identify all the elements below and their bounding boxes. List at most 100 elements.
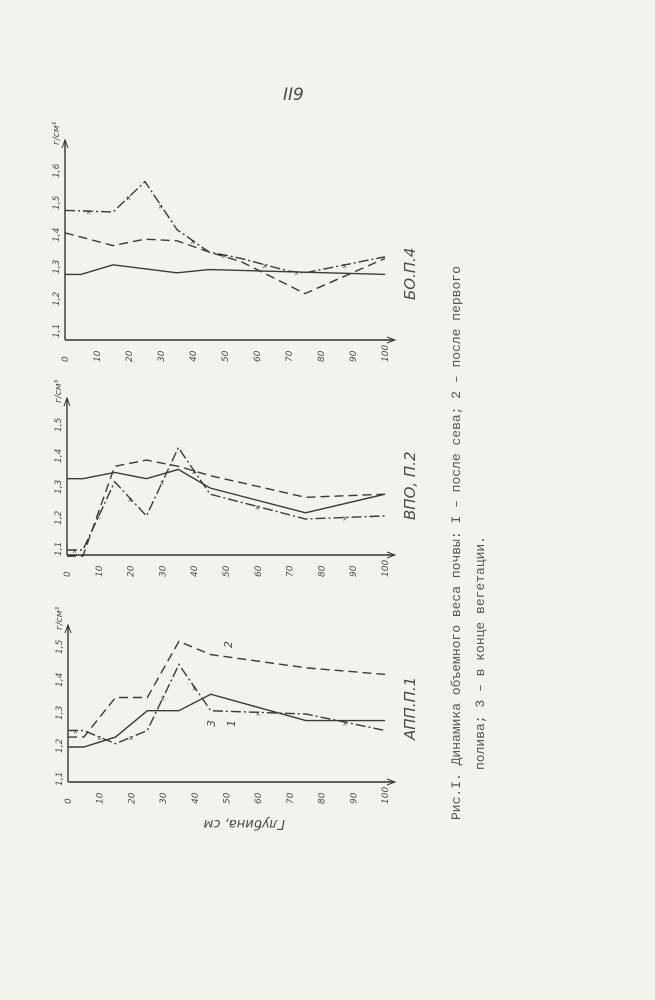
x-tick-label: 20 xyxy=(125,350,135,362)
x-tick-label: 70 xyxy=(286,565,296,577)
x-tick-label: 0 xyxy=(64,798,74,804)
x-marker: x xyxy=(129,734,133,742)
x-tick-label: 40 xyxy=(191,792,201,804)
x-tick-label: 10 xyxy=(93,350,103,362)
x-marker: x xyxy=(73,728,77,736)
y-tick-label: 1,5 xyxy=(54,417,64,432)
x-marker: x xyxy=(223,252,227,260)
x-marker: x xyxy=(295,269,299,277)
x-marker: x xyxy=(72,547,76,555)
x-marker: x xyxy=(255,504,259,512)
x-marker: x xyxy=(256,709,260,717)
x-marker: x xyxy=(343,262,347,270)
series-line-2 xyxy=(67,459,386,557)
y-tick-label: 1,4 xyxy=(54,448,64,463)
curve-label-2: 2 xyxy=(222,641,235,648)
x-marker: x xyxy=(343,719,347,727)
y-tick-label: 1,1 xyxy=(54,542,64,556)
y-tick-label: 1,3 xyxy=(55,705,65,720)
chart-title: ВПО, П.2 xyxy=(401,451,419,520)
x-tick-label: 50 xyxy=(222,565,232,577)
x-marker: x xyxy=(159,203,163,211)
x-marker: x xyxy=(97,734,101,742)
y-tick-label: 1,2 xyxy=(52,291,62,306)
x-tick-label: 0 xyxy=(63,571,73,577)
y-tick-label: 1,6 xyxy=(52,163,62,178)
caption-line-2: полива; 3 – в конце вегетации. xyxy=(473,536,488,770)
x-axis-arrow xyxy=(386,551,397,559)
chart-1: 0 10 20 30 40 50 60 70 80 90 100 1,1 1,2 1,3 1,4 1,5 1,6… xyxy=(52,122,419,362)
x-tick-label: 60 xyxy=(254,565,264,577)
y-tick-label: 1,5 xyxy=(52,195,62,210)
x-marker: x xyxy=(191,238,195,246)
x-tick-label: 30 xyxy=(159,792,169,804)
series-line-3 xyxy=(67,446,386,551)
chart-2: 0 10 20 30 40 50 60 70 80 90 100 1,1 1,2 1,3 1,4 1,5 г/с… xyxy=(54,380,419,577)
series-line-1 xyxy=(67,468,386,514)
x-marker: x xyxy=(192,468,196,476)
x-tick-label: 50 xyxy=(221,350,231,362)
x-tick-label: 60 xyxy=(254,792,264,804)
chart-title: БО.П.4 xyxy=(401,248,419,300)
page-number: II9 xyxy=(283,85,304,105)
chart-3: 0 10 20 30 40 50 60 70 80 90 100 1,1 1,2 1,3 1,4 1,5 г/с… xyxy=(55,607,419,804)
y-tick-label: 1,2 xyxy=(55,738,65,753)
x-tick-label: 40 xyxy=(189,350,199,362)
chart-title: АПП.П.1 xyxy=(401,677,419,741)
x-tick-label: 50 xyxy=(223,792,233,804)
series-line-1 xyxy=(65,264,386,276)
x-tick-label: 30 xyxy=(158,565,168,577)
y-tick-label: 1,2 xyxy=(54,510,64,525)
series-line-2 xyxy=(64,232,386,295)
x-tick-label: 30 xyxy=(157,350,167,362)
y-tick-label: 1,3 xyxy=(52,259,62,274)
caption-line-1: Рис.I. Динамика объемного веса почвы: I … xyxy=(449,266,464,820)
x-tick-label: 80 xyxy=(317,350,327,362)
x-tick-label: 70 xyxy=(286,792,296,804)
y-tick-label: 1,5 xyxy=(55,639,65,654)
x-tick-label: 10 xyxy=(95,565,105,577)
x-marker: x xyxy=(343,514,347,522)
y-axis-unit: г/см³ xyxy=(55,607,65,630)
series-line-3 xyxy=(64,180,386,274)
x-marker: x xyxy=(96,513,100,521)
x-axis-arrow xyxy=(386,336,397,344)
x-axis-label: Глубина, см xyxy=(203,816,285,831)
x-marker: x xyxy=(128,496,132,504)
x-tick-label: 20 xyxy=(127,792,137,804)
y-tick-label: 1,3 xyxy=(54,479,64,494)
x-tick-label: 90 xyxy=(349,792,359,804)
x-tick-label: 60 xyxy=(253,350,263,362)
y-axis-unit: г/см³ xyxy=(54,380,64,403)
y-tick-label: 1,4 xyxy=(55,672,65,687)
y-tick-label: 1,4 xyxy=(52,227,62,242)
x-tick-label: 0 xyxy=(61,356,71,362)
x-marker: x xyxy=(192,685,196,693)
x-tick-label: 80 xyxy=(317,565,327,577)
curve-label-1: 1 xyxy=(225,720,238,727)
x-tick-label: 100 xyxy=(381,560,391,577)
series-line-2 xyxy=(68,640,386,738)
x-marker: x xyxy=(160,479,164,487)
x-tick-label: 20 xyxy=(127,565,137,577)
x-tick-label: 80 xyxy=(318,792,328,804)
x-marker: x xyxy=(161,695,165,703)
x-axis-arrow xyxy=(386,778,397,786)
x-tick-label: 10 xyxy=(96,792,106,804)
series-line-3 xyxy=(68,663,386,745)
x-tick-label: 100 xyxy=(381,787,391,804)
y-axis-arrow xyxy=(61,138,69,149)
x-tick-label: 90 xyxy=(349,350,359,362)
x-marker: x xyxy=(127,194,131,202)
y-axis-unit: г/см³ xyxy=(52,122,62,145)
y-axis-arrow xyxy=(64,623,72,634)
y-axis-arrow xyxy=(63,396,71,407)
x-tick-label: 100 xyxy=(381,345,391,362)
y-tick-label: 1,1 xyxy=(55,772,65,786)
x-tick-label: 70 xyxy=(285,350,295,362)
x-marker: x xyxy=(87,208,91,216)
series-line-1 xyxy=(68,693,385,748)
x-marker: x xyxy=(263,262,267,270)
